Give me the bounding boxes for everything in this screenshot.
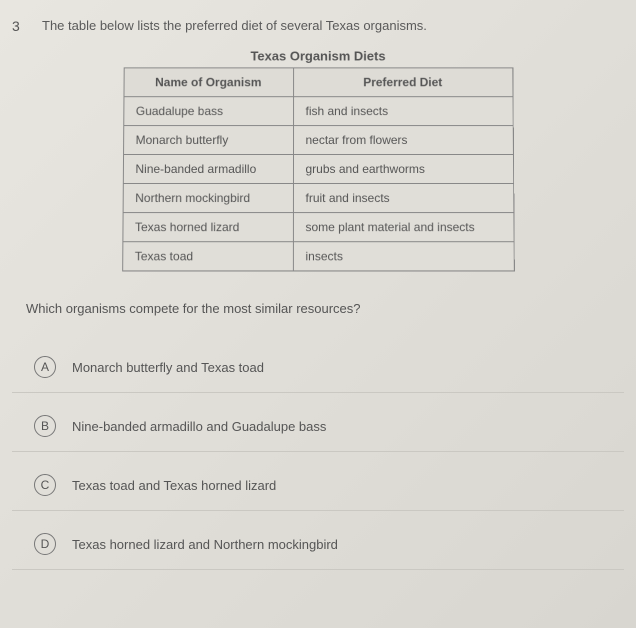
cell-organism: Guadalupe bass xyxy=(123,97,293,126)
table-header-row: Name of Organism Preferred Diet xyxy=(123,68,512,97)
cell-organism: Monarch butterfly xyxy=(123,126,293,155)
choice-letter-circle: D xyxy=(34,533,56,555)
cell-diet: grubs and earthworms xyxy=(293,155,513,184)
cell-organism: Northern mockingbird xyxy=(123,184,293,213)
table-row: Texas toad insects xyxy=(122,242,514,271)
cell-organism: Texas toad xyxy=(122,242,293,271)
table-row: Texas horned lizard some plant material … xyxy=(122,213,513,242)
table-row: Monarch butterfly nectar from flowers xyxy=(123,126,513,155)
choice-letter-circle: A xyxy=(34,356,56,378)
choice-b[interactable]: B Nine-banded armadillo and Guadalupe ba… xyxy=(12,401,624,452)
choice-c[interactable]: C Texas toad and Texas horned lizard xyxy=(12,460,624,511)
table-title: Texas Organism Diets xyxy=(123,49,513,64)
choice-d[interactable]: D Texas horned lizard and Northern mocki… xyxy=(12,519,624,570)
cell-diet: nectar from flowers xyxy=(293,126,513,155)
choice-text: Texas toad and Texas horned lizard xyxy=(72,478,276,493)
cell-organism: Texas horned lizard xyxy=(122,213,293,242)
table-container: Texas Organism Diets Name of Organism Pr… xyxy=(11,49,626,272)
choice-text: Nine-banded armadillo and Guadalupe bass xyxy=(72,419,326,434)
cell-diet: fish and insects xyxy=(293,97,513,126)
cell-diet: insects xyxy=(293,242,514,271)
cell-organism: Nine-banded armadillo xyxy=(123,155,293,184)
question-stem: The table below lists the preferred diet… xyxy=(42,18,427,33)
choice-letter-circle: C xyxy=(34,474,56,496)
choice-letter-circle: B xyxy=(34,415,56,437)
table-row: Nine-banded armadillo grubs and earthwor… xyxy=(123,155,513,184)
table-header-diet: Preferred Diet xyxy=(293,68,512,97)
choice-a[interactable]: A Monarch butterfly and Texas toad xyxy=(12,342,624,393)
table-row: Northern mockingbird fruit and insects xyxy=(123,184,514,213)
question-number: 3 xyxy=(12,18,26,34)
table-row: Guadalupe bass fish and insects xyxy=(123,97,512,126)
cell-diet: fruit and insects xyxy=(293,184,513,213)
choice-text: Texas horned lizard and Northern mocking… xyxy=(72,537,338,552)
sub-question: Which organisms compete for the most sim… xyxy=(26,301,624,316)
question-header: 3 The table below lists the preferred di… xyxy=(12,18,624,34)
table-header-organism: Name of Organism xyxy=(123,68,293,97)
choice-text: Monarch butterfly and Texas toad xyxy=(72,360,264,375)
cell-diet: some plant material and insects xyxy=(293,213,514,242)
diet-table: Name of Organism Preferred Diet Guadalup… xyxy=(122,67,515,271)
